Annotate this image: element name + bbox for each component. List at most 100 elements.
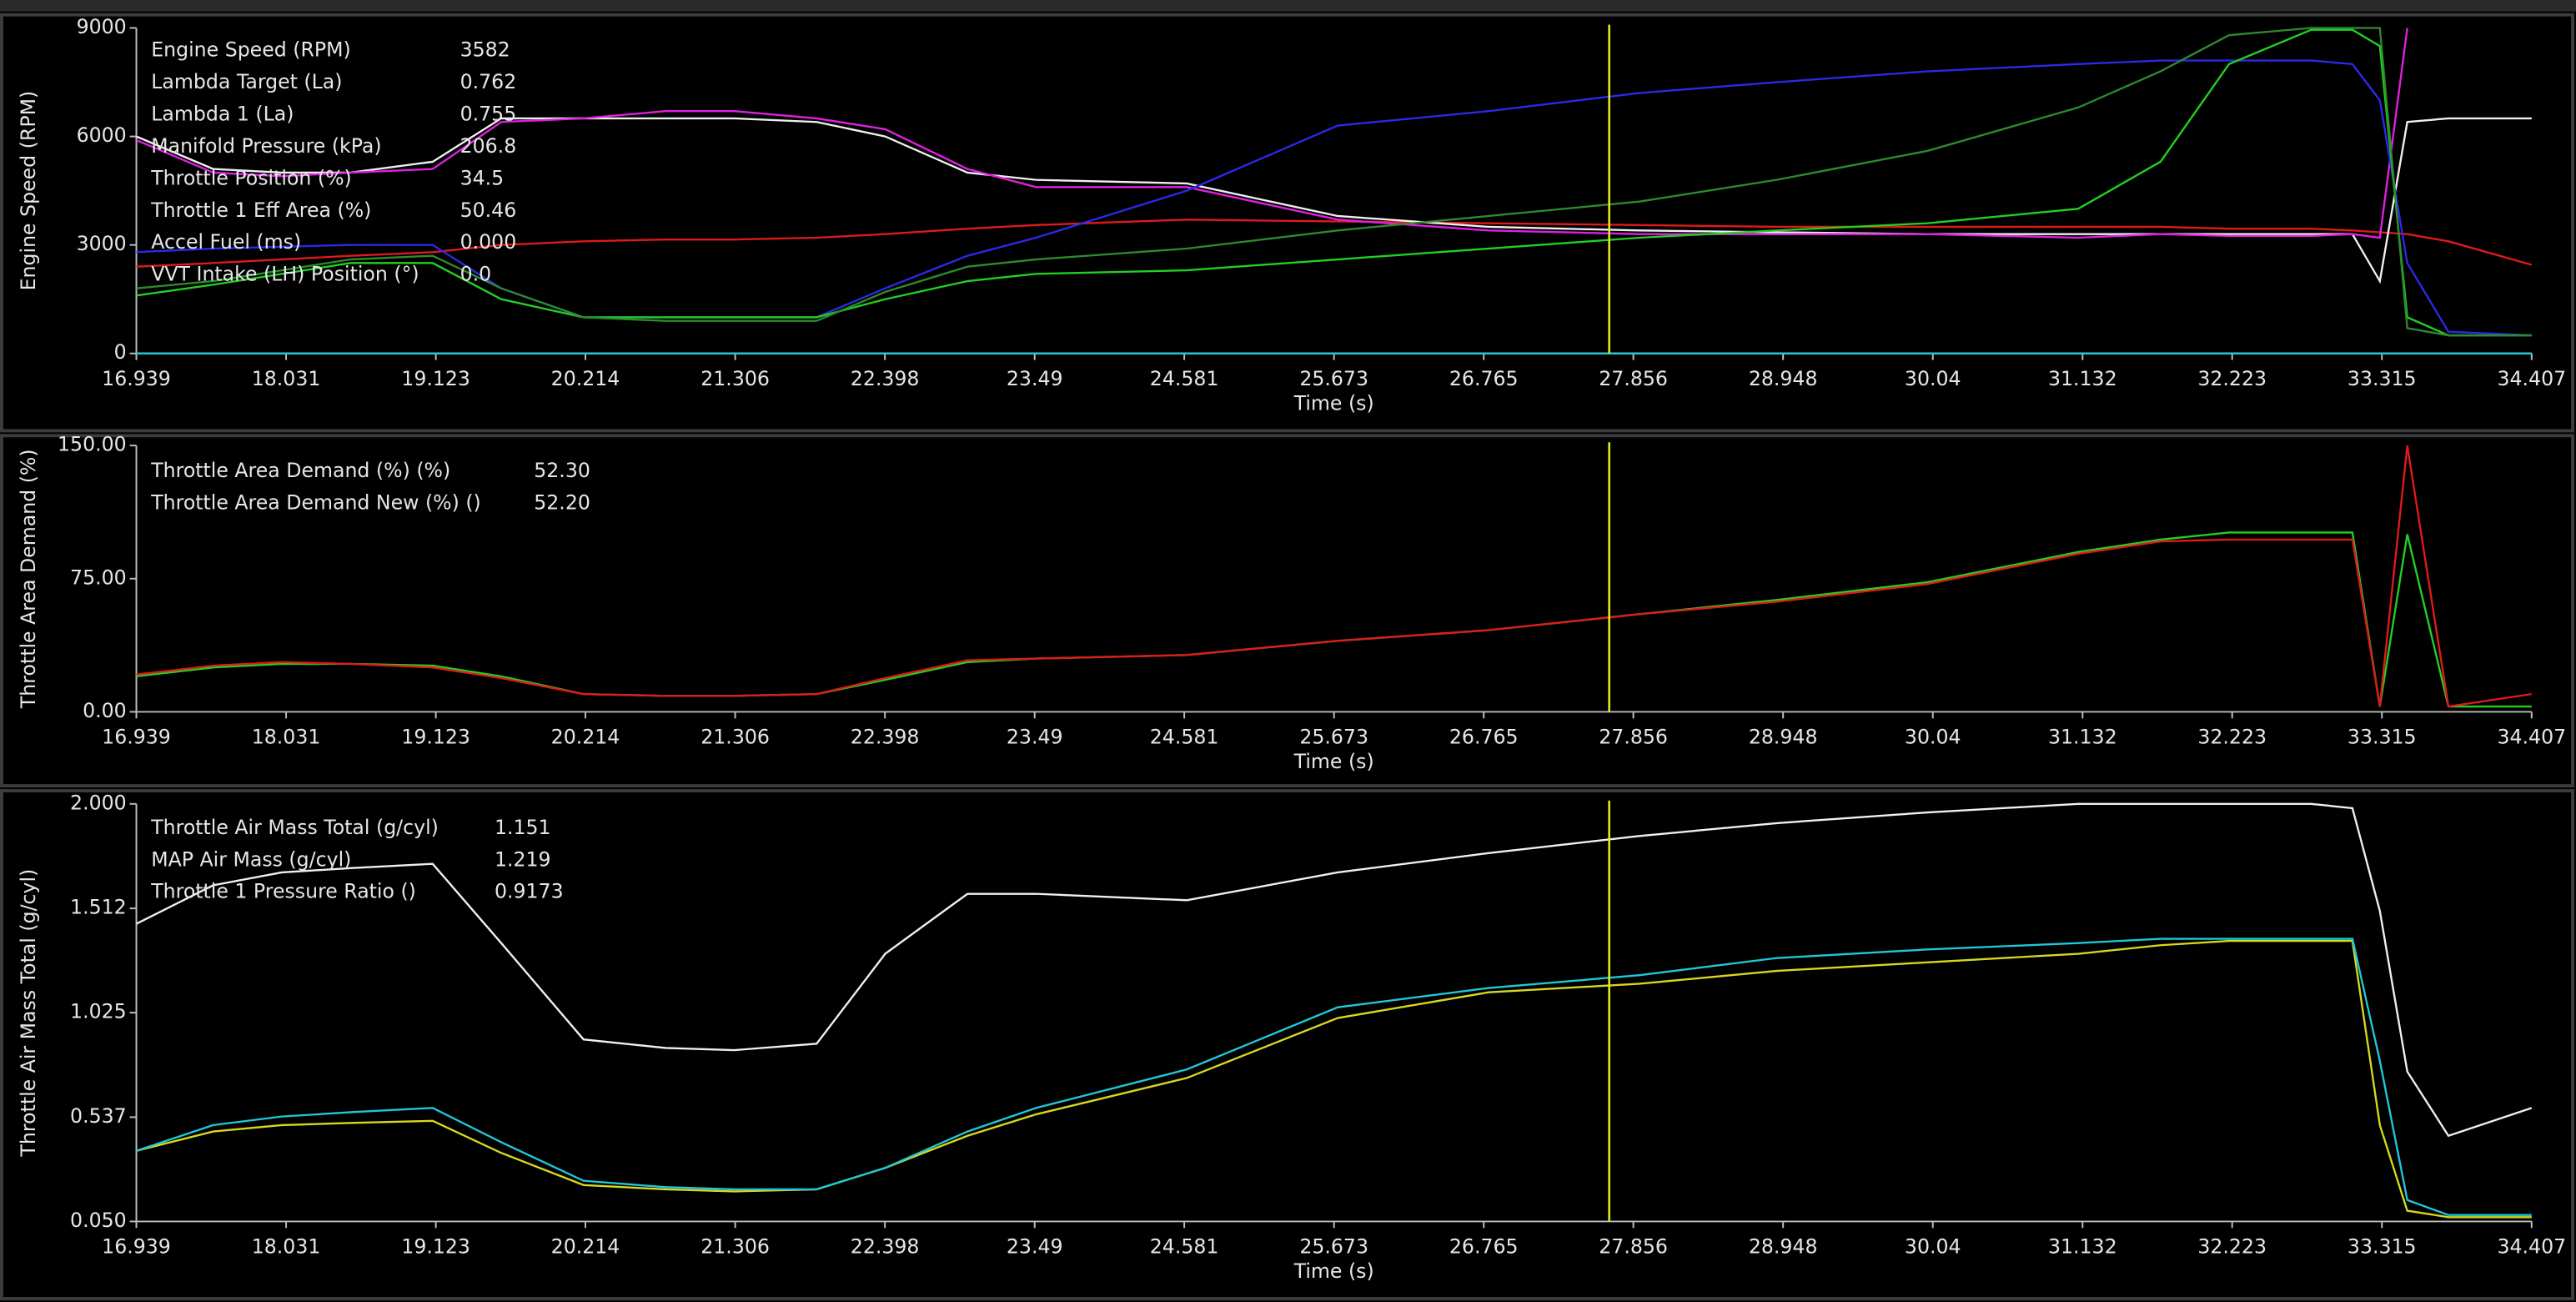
- series-line: [136, 939, 2532, 1219]
- legend-label: Lambda 1 (La): [151, 102, 294, 125]
- x-tick-label: 27.856: [1599, 367, 1668, 390]
- y-axis-label: Throttle Area Demand (%): [17, 449, 40, 709]
- legend-label: MAP Air Mass (g/cyl): [151, 847, 351, 871]
- x-tick-label: 19.123: [401, 1234, 470, 1258]
- series-line: [136, 938, 2532, 1216]
- x-tick-label: 25.673: [1299, 725, 1368, 748]
- x-tick-label: 27.856: [1599, 725, 1668, 748]
- x-tick-label: 21.306: [700, 725, 770, 748]
- x-tick-label: 16.939: [102, 725, 171, 748]
- x-tick-label: 16.939: [102, 367, 171, 390]
- legend-label: Accel Fuel (ms): [151, 230, 301, 254]
- x-tick-label: 31.132: [2048, 725, 2117, 748]
- y-tick-label: 0: [114, 340, 127, 364]
- x-tick-label: 28.948: [1749, 367, 1818, 390]
- legend-readout: 50.46: [460, 199, 517, 222]
- x-tick-label: 26.765: [1449, 725, 1519, 748]
- x-tick-label: 32.223: [2197, 367, 2267, 390]
- x-axis-label: Time (s): [1293, 1259, 1374, 1283]
- x-tick-label: 32.223: [2197, 725, 2267, 748]
- legend-readout: 52.30: [534, 459, 590, 482]
- legend-readout: 206.8: [460, 134, 517, 158]
- legend-label: Throttle Area Demand New (%) (): [150, 491, 481, 515]
- legend-readout: 1.151: [495, 816, 551, 839]
- series-line: [136, 28, 2532, 337]
- x-tick-label: 16.939: [102, 1234, 171, 1258]
- x-axis-label: Time (s): [1293, 750, 1374, 773]
- y-tick-label: 0.050: [70, 1209, 127, 1232]
- x-tick-label: 31.132: [2048, 367, 2117, 390]
- y-tick-label: 0.537: [70, 1104, 127, 1128]
- x-tick-label: 23.49: [1007, 1234, 1063, 1258]
- x-tick-label: 26.765: [1449, 1234, 1519, 1258]
- legend-label: Lambda Target (La): [151, 70, 342, 93]
- x-tick-label: 33.315: [2348, 1234, 2417, 1258]
- legend-label: Throttle Area Demand (%) (%): [150, 459, 450, 482]
- x-tick-label: 25.673: [1299, 367, 1368, 390]
- x-tick-label: 18.031: [252, 367, 321, 390]
- legend-readout: 0.9173: [495, 880, 564, 903]
- y-tick-label: 1.025: [70, 1000, 127, 1023]
- x-tick-label: 21.306: [700, 1234, 770, 1258]
- series-line: [136, 59, 2532, 337]
- series-line: [136, 27, 2532, 337]
- x-tick-label: 22.398: [851, 367, 920, 390]
- x-tick-label: 26.765: [1449, 367, 1519, 390]
- x-tick-label: 20.214: [551, 1234, 620, 1258]
- legend-label: Throttle 1 Eff Area (%): [150, 199, 371, 222]
- x-tick-label: 24.581: [1150, 1234, 1219, 1258]
- legend-label: Engine Speed (RPM): [151, 38, 350, 62]
- x-tick-label: 22.398: [851, 1234, 920, 1258]
- legend-readout: 52.20: [534, 491, 590, 515]
- x-tick-label: 30.04: [1905, 1234, 1961, 1258]
- y-tick-label: 1.512: [70, 896, 127, 919]
- panel-frame: [0, 789, 2575, 1301]
- legend-readout: 0.762: [460, 70, 517, 93]
- y-tick-label: 150.00: [58, 433, 127, 456]
- y-tick-label: 6000: [77, 123, 127, 147]
- x-tick-label: 28.948: [1749, 1234, 1818, 1258]
- legend-readout: 0.755: [460, 102, 517, 125]
- y-tick-label: 2.000: [70, 791, 127, 814]
- x-tick-label: 23.49: [1007, 367, 1063, 390]
- series-line: [136, 445, 2532, 708]
- legend-readout: 1.219: [495, 847, 551, 871]
- legend-readout: 34.5: [460, 166, 505, 189]
- legend-label: Throttle Air Mass Total (g/cyl): [150, 816, 439, 839]
- x-tick-label: 20.214: [551, 367, 620, 390]
- x-tick-label: 31.132: [2048, 1234, 2117, 1258]
- x-tick-label: 19.123: [401, 725, 470, 748]
- x-tick-label: 28.948: [1749, 725, 1818, 748]
- x-tick-label: 21.306: [700, 367, 770, 390]
- x-tick-label: 33.315: [2348, 725, 2417, 748]
- x-tick-label: 34.407: [2497, 367, 2566, 390]
- legend-readout: 3582: [460, 38, 510, 62]
- legend-readout: 0.0: [460, 263, 492, 286]
- tab-strip: [0, 0, 2576, 12]
- x-tick-label: 24.581: [1150, 725, 1219, 748]
- x-tick-label: 30.04: [1905, 725, 1961, 748]
- plot-area: [136, 802, 2533, 1219]
- legend-label: Manifold Pressure (kPa): [151, 134, 381, 158]
- x-tick-label: 23.49: [1007, 725, 1063, 748]
- plot-area: [136, 445, 2532, 708]
- panel-frame: [0, 434, 2575, 788]
- x-tick-label: 30.04: [1905, 367, 1961, 390]
- plot-area: [136, 27, 2533, 354]
- x-tick-label: 32.223: [2197, 1234, 2267, 1258]
- y-axis-label: Throttle Air Mass Total (g/cyl): [17, 869, 40, 1158]
- panel-frame: [0, 13, 2575, 433]
- legend-label: VVT Intake (LH) Position (°): [151, 263, 419, 286]
- x-axis-label: Time (s): [1293, 391, 1374, 415]
- series-line: [136, 802, 2533, 1138]
- x-tick-label: 33.315: [2348, 367, 2417, 390]
- x-tick-label: 27.856: [1599, 1234, 1668, 1258]
- legend-label: Throttle 1 Pressure Ratio (): [150, 880, 416, 903]
- x-tick-label: 20.214: [551, 725, 620, 748]
- legend-readout: 0.000: [460, 230, 517, 254]
- x-tick-label: 34.407: [2497, 1234, 2566, 1258]
- x-tick-label: 22.398: [851, 725, 920, 748]
